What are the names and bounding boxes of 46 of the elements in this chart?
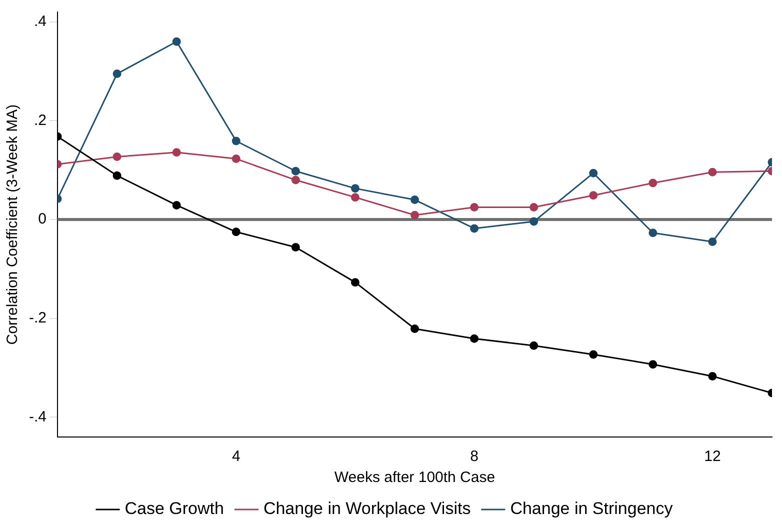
- point: [648, 360, 658, 369]
- point: [410, 324, 420, 334]
- legend-label: Change in Stringency: [510, 499, 674, 518]
- point: [232, 228, 240, 236]
- point: [708, 238, 717, 246]
- point: [589, 350, 598, 359]
- y-tick-label: 0: [38, 210, 47, 228]
- point: [470, 334, 479, 343]
- point: [172, 37, 181, 46]
- point: [708, 168, 717, 176]
- x-tick-label: 8: [470, 448, 478, 466]
- point: [589, 191, 598, 200]
- point: [530, 341, 538, 350]
- point: [232, 154, 240, 164]
- point: [350, 193, 360, 202]
- point: [291, 166, 300, 176]
- point: [112, 70, 122, 78]
- point: [291, 176, 300, 184]
- point: [470, 224, 479, 233]
- y-tick-label: -.2: [28, 310, 47, 327]
- point: [350, 278, 360, 287]
- y-tick-label: .2: [34, 112, 47, 129]
- point: [648, 178, 658, 188]
- point: [350, 184, 360, 193]
- point: [112, 152, 122, 162]
- point: [172, 148, 181, 157]
- point: [530, 217, 538, 226]
- x-tick-label: 4: [232, 448, 240, 466]
- point: [112, 171, 122, 180]
- point: [291, 242, 300, 252]
- y-tick-label: .4: [34, 13, 47, 30]
- point: [410, 210, 420, 220]
- legend-label: Case Growth: [124, 499, 224, 518]
- y-axis-title: Correlation Coefficient (3-Week MA): [4, 104, 22, 345]
- legend-label: Change in Workplace Visits: [263, 499, 471, 518]
- point: [648, 228, 658, 238]
- x-tick-label: 12: [704, 448, 721, 466]
- point: [470, 202, 479, 212]
- point: [232, 136, 240, 146]
- point: [589, 168, 598, 178]
- point: [708, 372, 717, 380]
- point: [172, 200, 181, 210]
- y-tick-label: -.4: [28, 408, 47, 426]
- point: [530, 202, 538, 212]
- point: [410, 196, 420, 204]
- x-axis-title: Weeks after 100th Case: [334, 469, 496, 486]
